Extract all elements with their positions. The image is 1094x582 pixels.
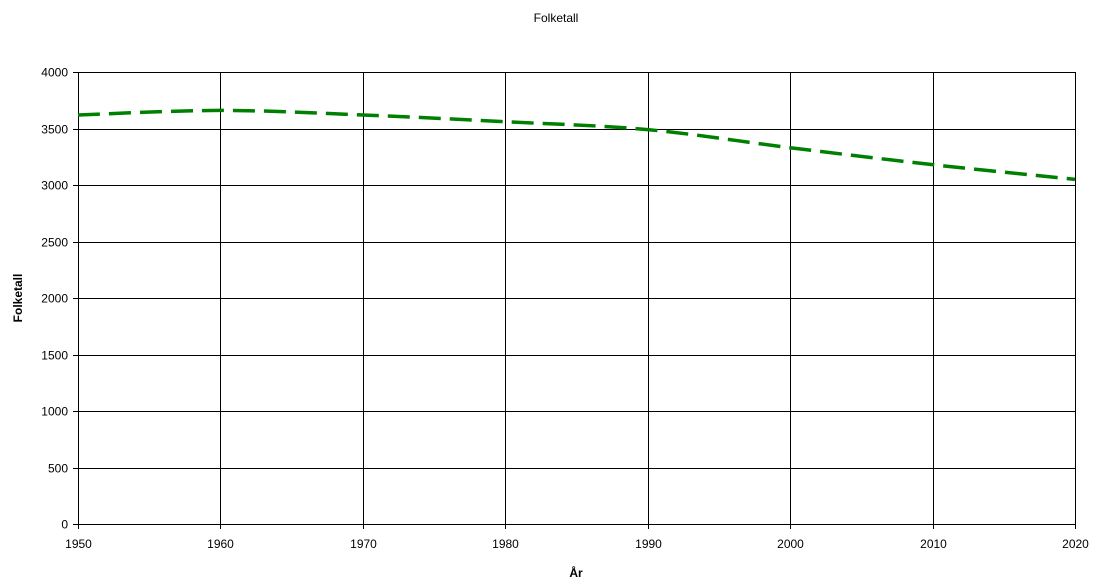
- x-tick-label: 1950: [65, 537, 92, 551]
- grid: [78, 72, 1076, 525]
- y-tick-label: 1000: [41, 405, 68, 419]
- x-tick-label: 2010: [920, 537, 947, 551]
- series-layer: [77, 108, 1076, 182]
- x-tick-label: 1980: [492, 537, 519, 551]
- axes: [73, 72, 1076, 529]
- y-tick-label: 500: [48, 462, 68, 476]
- y-tick-label: 3500: [41, 123, 68, 137]
- series-line: [77, 108, 1076, 182]
- y-tick-label: 2500: [41, 236, 68, 250]
- y-tick-label: 3000: [41, 179, 68, 193]
- x-tick-label: 1960: [207, 537, 234, 551]
- x-axis-label: År: [569, 565, 583, 580]
- x-tick-label: 1970: [350, 537, 377, 551]
- y-tick-label: 0: [61, 518, 68, 532]
- tick-labels: 0 500 1000 1500 2000 2500 3000 3500 4000 1950 1960…: [41, 66, 1089, 552]
- y-tick-label: 2000: [41, 292, 68, 306]
- x-tick-label: 2020: [1062, 537, 1089, 551]
- y-tick-label: 4000: [41, 66, 68, 80]
- chart-title: Folketall: [534, 11, 579, 25]
- y-tick-label: 1500: [41, 349, 68, 363]
- x-tick-label: 1990: [635, 537, 662, 551]
- y-axis-label: Folketall: [11, 274, 25, 323]
- x-tick-label: 2000: [777, 537, 804, 551]
